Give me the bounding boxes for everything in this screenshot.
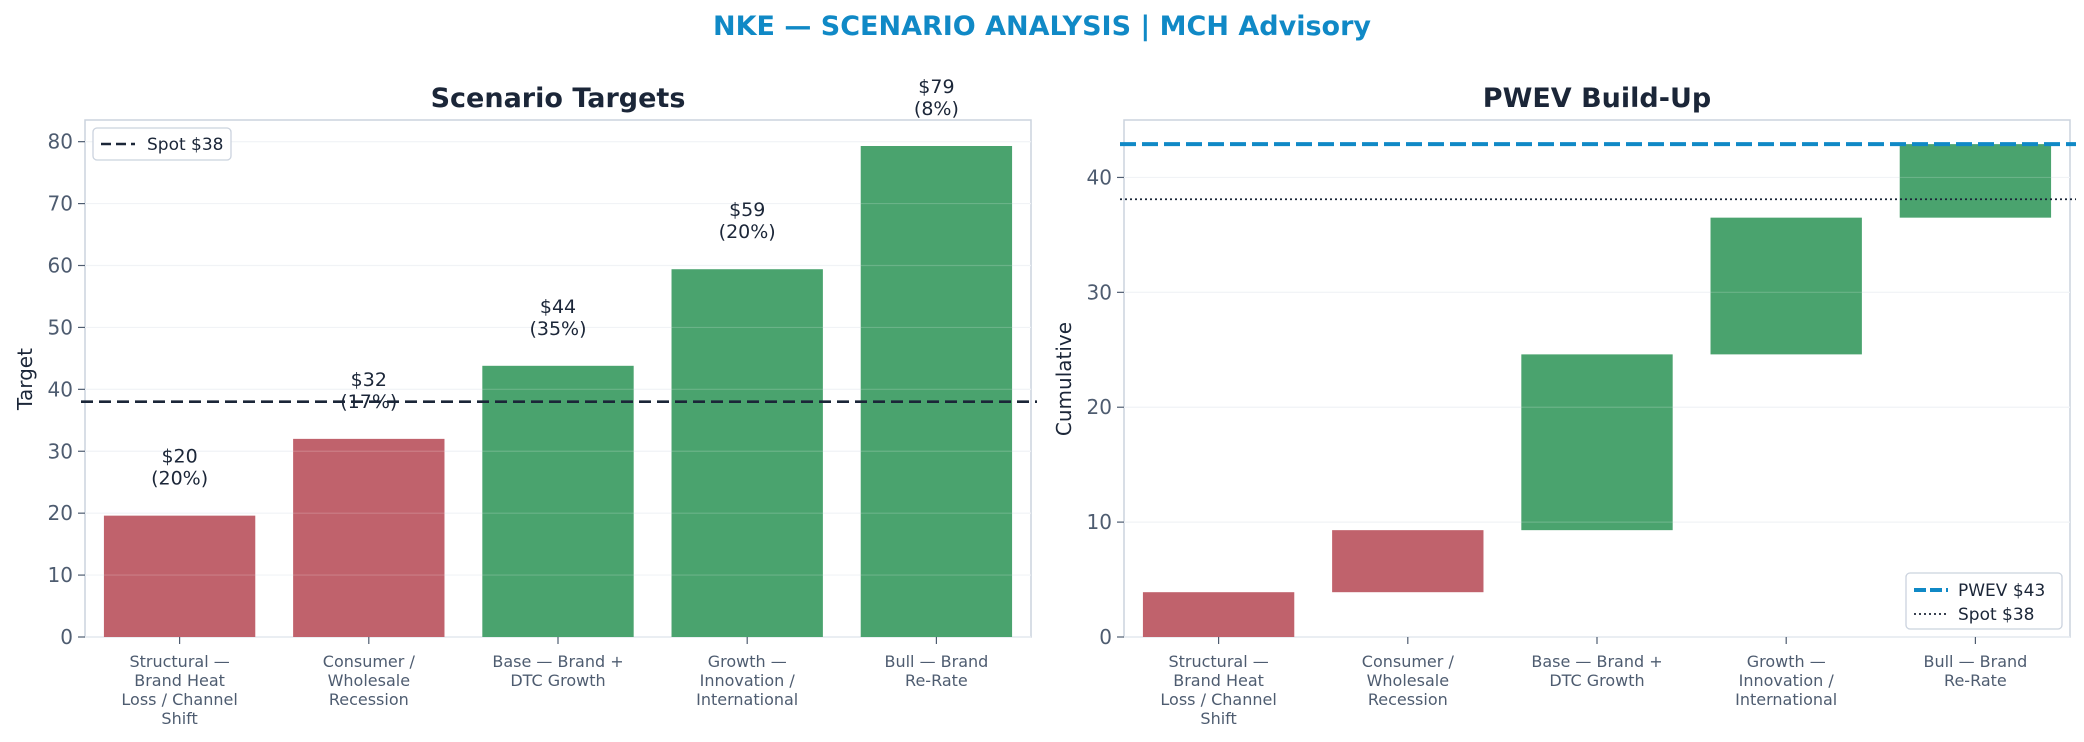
- waterfall-step: [1710, 217, 1862, 355]
- scenario-targets-y-axis-label: Target: [13, 348, 37, 411]
- pwev-buildup-chart: PWEV Build-Up Cumulative 0 10 20 30 40 Struct…: [1052, 83, 2076, 728]
- y-tick-label: 40: [48, 377, 73, 401]
- x-tick-label: Base — Brand +: [492, 652, 623, 671]
- x-tick-label: Recession: [1368, 690, 1448, 709]
- pwev-buildup-y-axis-label: Cumulative: [1052, 322, 1076, 436]
- y-tick-label: 0: [1099, 625, 1112, 649]
- y-tick-label: 20: [48, 501, 73, 525]
- x-tick-label: Innovation /: [1739, 671, 1835, 690]
- bar-value-label: $44: [540, 296, 576, 318]
- x-tick-label: Shift: [161, 709, 197, 728]
- x-tick-label: Loss / Channel: [1160, 690, 1276, 709]
- legend-box: [1905, 572, 2063, 630]
- y-tick-label: 10: [1087, 510, 1112, 534]
- x-tick-label: International: [696, 690, 798, 709]
- figure-title: NKE — SCENARIO ANALYSIS | MCH Advisory: [713, 11, 1371, 42]
- bar-probability-label: (17%): [340, 391, 397, 413]
- bar-probability-label: (20%): [151, 468, 208, 490]
- y-tick-label: 40: [1087, 165, 1112, 189]
- legend-spot-label: Spot $38: [147, 135, 224, 155]
- x-tick-label: Re-Rate: [1944, 671, 2007, 690]
- x-tick-label: International: [1735, 690, 1837, 709]
- x-tick-label: DTC Growth: [510, 671, 605, 690]
- x-tick-label: Bull — Brand: [884, 652, 988, 671]
- x-tick-label: Growth —: [1747, 652, 1826, 671]
- bar: [293, 438, 445, 637]
- x-tick-label: Wholesale: [328, 671, 410, 690]
- legend-spot-label: Spot $38: [1958, 605, 2035, 625]
- x-tick-label: Structural —: [129, 652, 229, 671]
- y-tick-label: 60: [48, 254, 73, 278]
- x-tick-label: Brand Heat: [1173, 671, 1264, 690]
- x-tick-label: Bull — Brand: [1923, 652, 2027, 671]
- x-tick-label: Innovation /: [700, 671, 796, 690]
- legend: PWEV $43 Spot $38: [1905, 572, 2063, 630]
- x-tick-label: Wholesale: [1367, 671, 1449, 690]
- bar: [103, 515, 256, 637]
- waterfall-step: [1899, 144, 2052, 218]
- legend-pwev-label: PWEV $43: [1958, 581, 2045, 601]
- x-tick-label: Recession: [329, 690, 409, 709]
- x-tick-label: Shift: [1200, 709, 1236, 728]
- y-tick-label: 30: [1087, 280, 1112, 304]
- x-tick-label: Consumer /: [323, 652, 416, 671]
- y-tick-label: 80: [48, 130, 73, 154]
- legend-box: [92, 127, 232, 161]
- y-tick-label: 20: [1087, 395, 1112, 419]
- waterfall-step: [1142, 592, 1295, 637]
- bar-value-label: $20: [161, 446, 197, 468]
- pwev-buildup-title: PWEV Build-Up: [1483, 83, 1711, 114]
- y-tick-label: 10: [48, 563, 73, 587]
- bar: [482, 365, 634, 637]
- x-tick-label: Base — Brand +: [1531, 652, 1662, 671]
- x-tick-label: DTC Growth: [1549, 671, 1644, 690]
- bar-probability-label: (35%): [529, 318, 586, 340]
- x-tick-label: Brand Heat: [134, 671, 225, 690]
- bar-value-label: $79: [918, 76, 954, 98]
- y-tick-label: 70: [48, 192, 73, 216]
- scenario-targets-title: Scenario Targets: [431, 83, 686, 114]
- bar-probability-label: (20%): [719, 221, 776, 243]
- x-tick-label: Loss / Channel: [121, 690, 237, 709]
- y-tick-label: 30: [48, 439, 73, 463]
- x-tick-label: Structural —: [1168, 652, 1268, 671]
- bar: [860, 146, 1013, 637]
- x-tick-label: Growth —: [708, 652, 787, 671]
- bar-value-label: $32: [351, 369, 387, 391]
- waterfall-step: [1521, 354, 1673, 531]
- bar: [671, 269, 823, 637]
- y-tick-label: 50: [48, 315, 73, 339]
- scenario-targets-chart: Scenario Targets Target 0 10 20 30 40 50 60 70 8…: [13, 76, 1037, 728]
- bar-value-label: $59: [729, 199, 765, 221]
- waterfall-step: [1332, 530, 1484, 593]
- x-tick-label: Consumer /: [1362, 652, 1455, 671]
- legend: Spot $38: [92, 127, 232, 161]
- x-tick-label: Re-Rate: [905, 671, 968, 690]
- y-tick-label: 0: [60, 625, 73, 649]
- bar-probability-label: (8%): [914, 98, 959, 120]
